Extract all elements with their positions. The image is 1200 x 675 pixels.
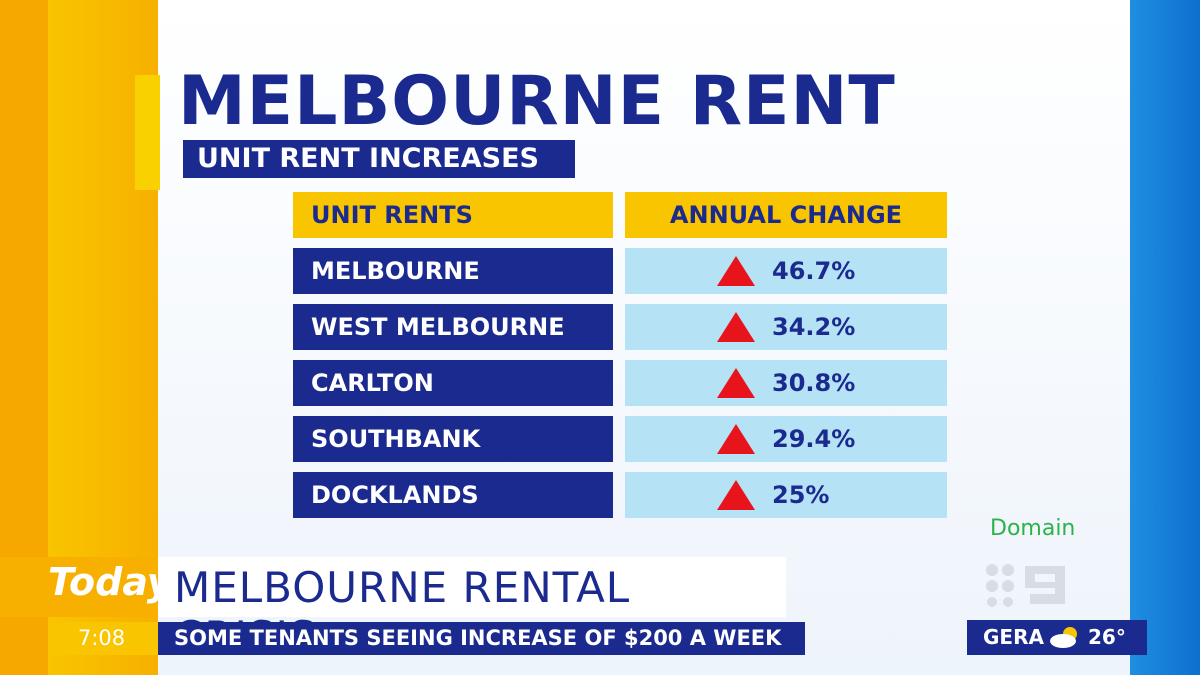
change-value: 46.7% xyxy=(772,257,856,285)
change-cell xyxy=(625,304,947,350)
change-value: 34.2% xyxy=(772,313,856,341)
subline: SOME TENANTS SEEING INCREASE OF $200 A W… xyxy=(158,622,805,655)
title: MELBOURNE RENT xyxy=(178,62,896,141)
change-cell xyxy=(625,416,947,462)
change-cell xyxy=(625,248,947,294)
time: 7:08 xyxy=(48,622,158,655)
up-arrow xyxy=(717,256,755,286)
headline: MELBOURNE RENTAL CRISIS xyxy=(158,557,786,661)
up-arrow xyxy=(717,480,755,510)
row-label: SOUTHBANK xyxy=(293,416,613,462)
subtitle: UNIT RENT INCREASES xyxy=(183,140,575,178)
temperature: 26° xyxy=(1088,625,1126,649)
row-label: CARLTON xyxy=(293,360,613,406)
row-label: DOCKLANDS xyxy=(293,472,613,518)
row-label: MELBOURNE xyxy=(293,248,613,294)
weather-icon xyxy=(1050,627,1077,648)
change-value: 25% xyxy=(772,481,830,509)
change-value: 29.4% xyxy=(772,425,856,453)
weather-place: GERA xyxy=(983,625,1044,649)
change-value: 30.8% xyxy=(772,369,856,397)
stripe xyxy=(1130,0,1200,675)
row-label: WEST MELBOURNE xyxy=(293,304,613,350)
up-arrow xyxy=(717,312,755,342)
up-arrow xyxy=(717,368,755,398)
change-cell xyxy=(625,360,947,406)
source: Domain xyxy=(990,516,1076,541)
column-header: UNIT RENTS xyxy=(293,192,613,238)
logo-box xyxy=(0,557,158,617)
logo: Today xyxy=(48,560,172,604)
up-arrow xyxy=(717,424,755,454)
stripe xyxy=(135,75,160,190)
network-logo xyxy=(986,564,1065,607)
change-cell xyxy=(625,472,947,518)
column-header: ANNUAL CHANGE xyxy=(625,192,947,238)
